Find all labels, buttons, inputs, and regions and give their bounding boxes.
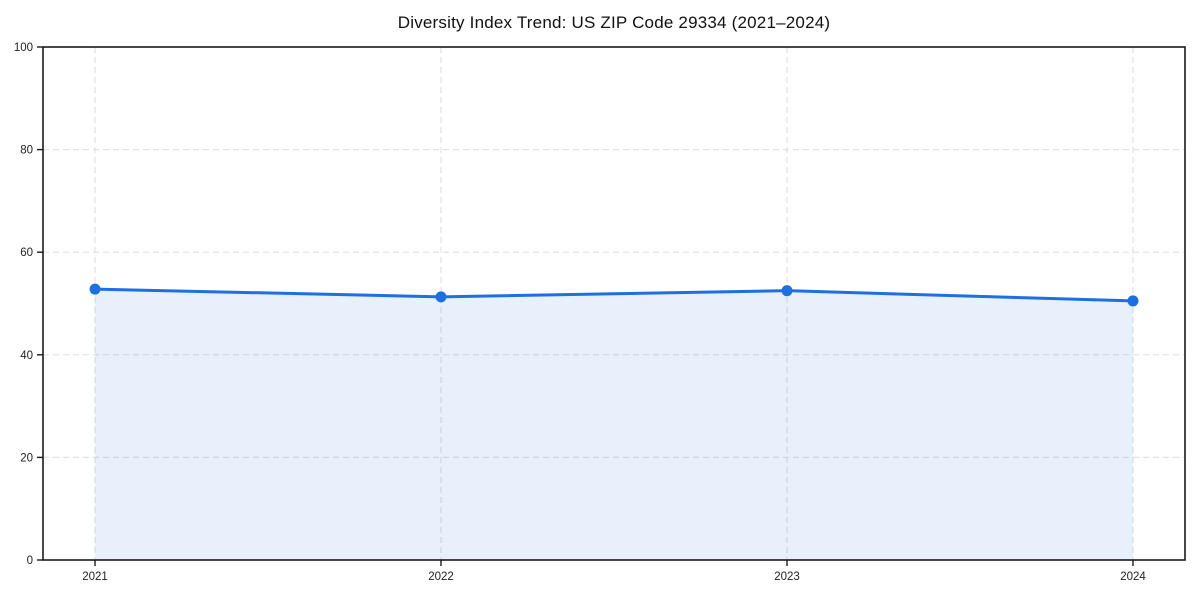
- y-tick-label: 80: [20, 145, 33, 157]
- x-tick-label: 2023: [774, 571, 800, 583]
- y-tick-label: 20: [20, 452, 33, 464]
- x-tick-label: 2024: [1120, 571, 1146, 583]
- y-tick-label: 60: [20, 247, 33, 259]
- y-tick-label: 100: [14, 42, 33, 54]
- y-tick-label: 40: [20, 350, 33, 362]
- data-point-marker: [1127, 295, 1139, 307]
- x-tick-label: 2021: [82, 571, 108, 583]
- y-tick-label: 0: [27, 555, 33, 567]
- trend-line: [93, 287, 1135, 303]
- x-tick-label: 2022: [428, 571, 454, 583]
- data-point-marker: [781, 285, 793, 297]
- data-point-marker: [89, 283, 101, 295]
- data-point-marker: [435, 291, 447, 303]
- area-fill: [95, 289, 1133, 560]
- plot-border: [42, 46, 1186, 561]
- chart-title: Diversity Index Trend: US ZIP Code 29334…: [397, 13, 831, 32]
